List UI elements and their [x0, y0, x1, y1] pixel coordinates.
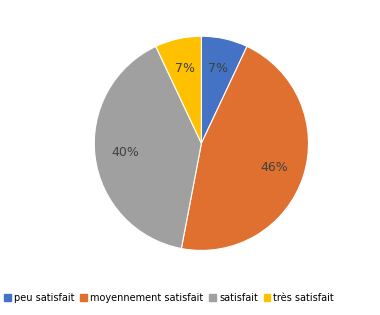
- Wedge shape: [181, 46, 309, 250]
- Legend: peu satisfait, moyennement satisfait, satisfait, très satisfait: peu satisfait, moyennement satisfait, sa…: [0, 289, 338, 307]
- Wedge shape: [156, 36, 201, 143]
- Text: 46%: 46%: [261, 161, 289, 174]
- Text: 7%: 7%: [208, 61, 228, 75]
- Wedge shape: [201, 36, 247, 143]
- Text: 40%: 40%: [111, 146, 139, 159]
- Text: 7%: 7%: [174, 61, 195, 75]
- Wedge shape: [94, 46, 201, 249]
